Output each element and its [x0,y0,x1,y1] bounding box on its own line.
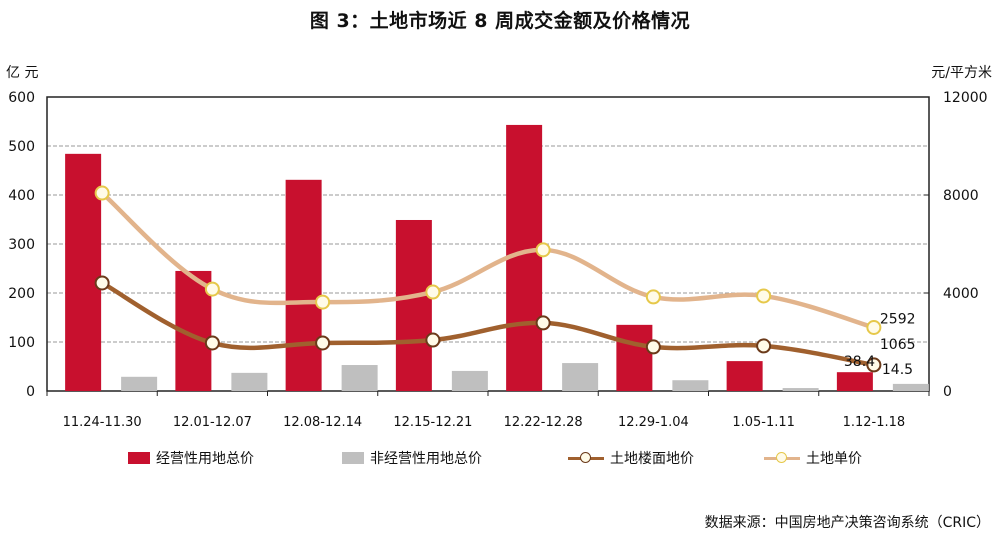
unit-price-marker [315,294,331,310]
bar-commercial [395,219,432,391]
floor-price-marker [425,332,441,348]
left-axis-tick: 200 [8,286,35,302]
bar-noncommercial [672,380,709,391]
left-axis-unit: 亿 元 [6,65,39,81]
x-axis-label: 12.15-12.21 [393,415,472,430]
x-axis-label: 1.12-1.18 [843,415,906,430]
legend-label: 土地单价 [806,451,862,467]
left-axis-tick: 400 [8,188,35,204]
unit-price-marker [425,284,441,300]
floor-price-marker [94,275,110,291]
x-axis-label: 12.01-12.07 [173,415,252,430]
bar-noncommercial [231,372,268,391]
unit-price-marker [204,281,220,297]
x-axis-label: 11.24-11.30 [63,415,142,430]
unit-price-marker [645,289,661,305]
bar-noncommercial [121,376,158,391]
chart-canvas: 0 100 200 300 400 500 600 0 4000 8000 12000 11.24-1… [8,90,988,430]
legend-label: 非经营性用地总价 [370,451,482,467]
legend-swatch-tan-line-icon [764,452,800,464]
legend-item-floor-price: 土地楼面地价 [568,448,694,468]
unit-price-marker [866,319,882,335]
right-axis-tick: 8000 [943,188,979,204]
legend-item-noncommercial: 非经营性用地总价 [342,448,482,468]
bar-commercial [285,179,322,391]
bar-noncommercial [782,388,819,391]
legend-swatch-red-bar [128,452,150,464]
floor-price-marker [866,357,882,373]
right-axis-unit: 元/平方米 [931,65,992,81]
bar-commercial [616,324,653,391]
bar-commercial [836,372,873,391]
legend-label: 土地楼面地价 [610,451,694,467]
right-axis-tick: 0 [943,384,952,400]
bar-noncommercial [341,365,378,391]
left-axis-tick: 500 [8,139,35,155]
x-axis-label: 12.08-12.14 [283,415,362,430]
floor-price-marker [204,335,220,351]
unit-price-marker [535,242,551,258]
bar-noncommercial [451,370,488,391]
x-axis-label: 12.29-1.04 [618,415,689,430]
data-source: 数据来源：中国房地产决策咨询系统（CRIC） [704,515,990,531]
data-label-unit-price: 2592 [880,311,916,327]
x-axis-label: 1.05-1.11 [732,415,795,430]
unit-price-marker [94,185,110,201]
bar-noncommercial [892,383,929,391]
data-label-noncommercial: 14.5 [882,362,913,378]
chart-title: 图 3：土地市场近 8 周成交金额及价格情况 [309,10,691,32]
x-axis-label: 12.22-12.28 [504,415,583,430]
legend: 经营性用地总价 非经营性用地总价 土地楼面地价 土地单价 [0,448,1000,472]
left-axis-tick: 0 [26,384,35,400]
left-axis-tick: 600 [8,90,35,106]
unit-price-line [99,190,877,330]
floor-price-marker [315,335,331,351]
legend-swatch-brown-line-icon [568,452,604,464]
floor-price-marker [645,339,661,355]
floor-price-marker [756,338,772,354]
legend-item-commercial: 经营性用地总价 [128,448,254,468]
floor-price-marker [535,315,551,331]
left-axis-tick: 300 [8,237,35,253]
left-axis-tick: 100 [8,335,35,351]
data-label-commercial: 38.4 [844,354,875,370]
unit-price-marker [756,288,772,304]
right-axis-tick: 12000 [943,90,988,106]
legend-label: 经营性用地总价 [156,451,254,467]
data-label-floor-price: 1065 [880,337,916,353]
right-axis-tick: 4000 [943,286,979,302]
bar-noncommercial [562,363,599,391]
bar-commercial [726,361,763,391]
legend-item-unit-price: 土地单价 [764,448,862,468]
legend-swatch-grey-bar [342,452,364,464]
